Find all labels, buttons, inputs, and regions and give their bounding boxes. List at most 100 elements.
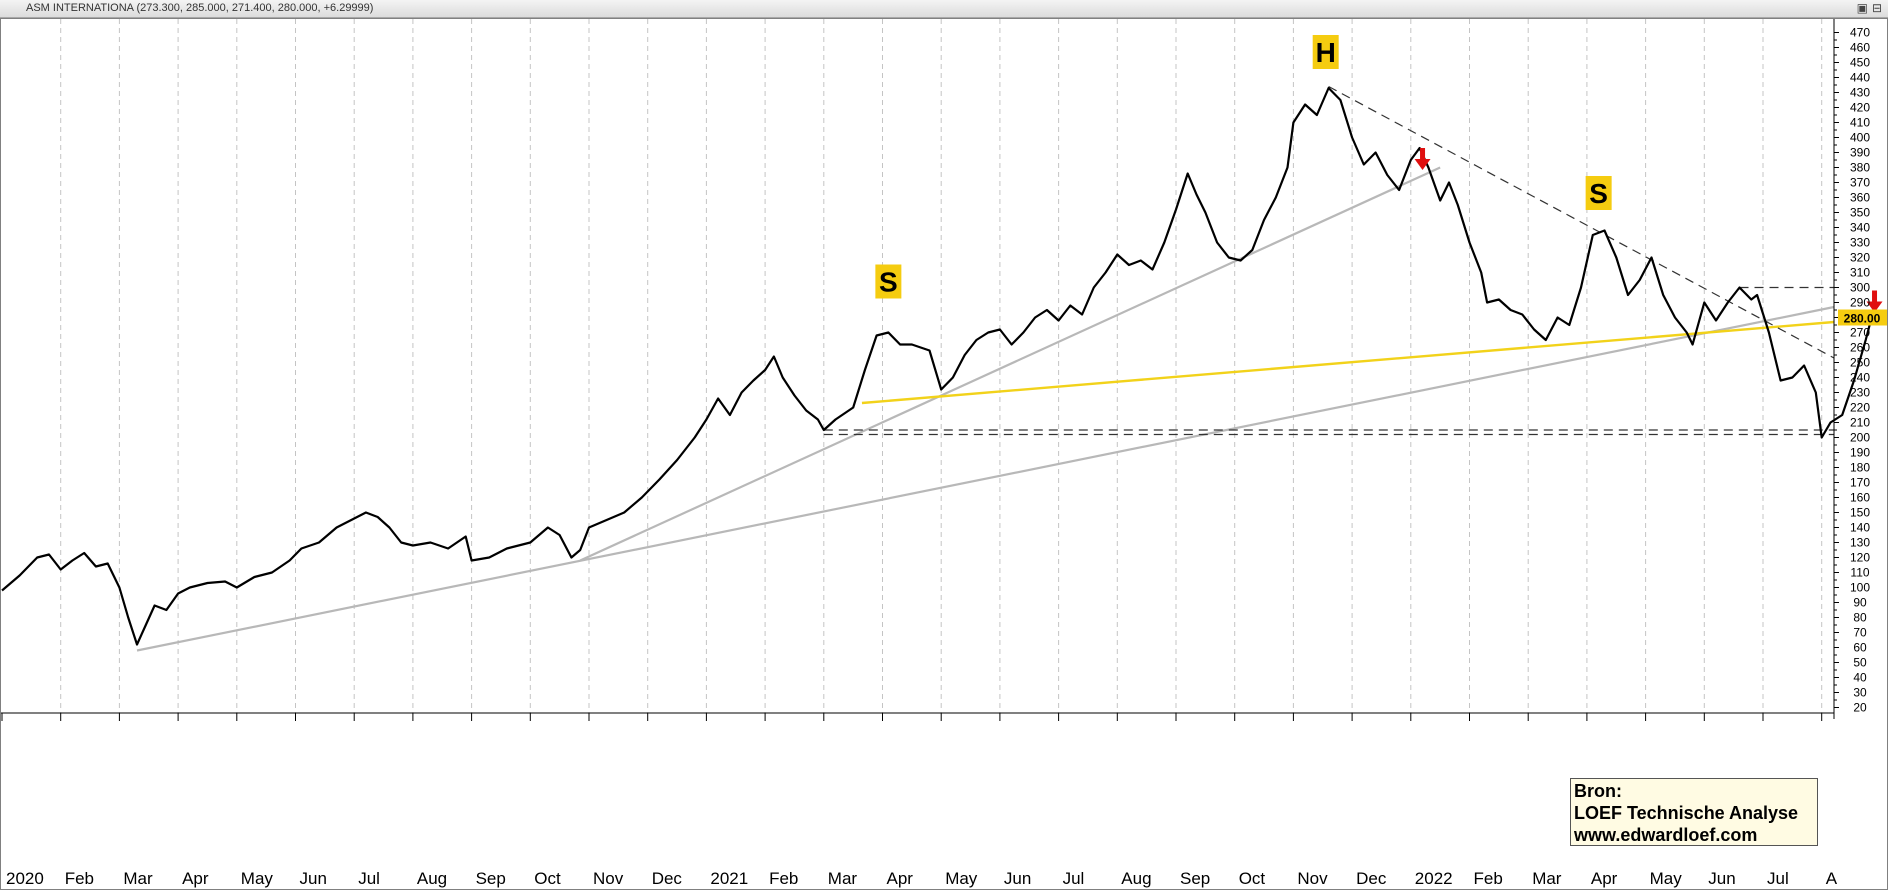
y-tick-label: 120	[1850, 551, 1870, 565]
y-tick-label: 50	[1853, 656, 1867, 670]
x-tick-label: Mar	[1532, 869, 1562, 888]
y-tick-label: 220	[1850, 401, 1870, 415]
y-tick-label: 350	[1850, 206, 1870, 220]
y-tick-label: 300	[1850, 281, 1870, 295]
y-tick-label: 250	[1850, 356, 1870, 370]
x-tick-label: 2021	[710, 869, 748, 888]
y-tick-label: 410	[1850, 116, 1870, 130]
x-tick-label: Aug	[1121, 869, 1151, 888]
chart-frame	[0, 18, 1888, 890]
y-tick-label: 40	[1853, 671, 1867, 685]
y-tick-label: 400	[1850, 131, 1870, 145]
y-tick-label: 20	[1853, 701, 1867, 715]
y-tick-label: 190	[1850, 446, 1870, 460]
x-tick-label: Jul	[1767, 869, 1789, 888]
y-tick-label: 440	[1850, 71, 1870, 85]
x-tick-label: A	[1826, 869, 1838, 888]
x-tick-label: Nov	[593, 869, 624, 888]
y-tick-label: 140	[1850, 521, 1870, 535]
sell-arrow-shaft	[1872, 290, 1878, 303]
restore-icon[interactable]: ▣	[1856, 1, 1868, 15]
y-tick-label: 340	[1850, 221, 1870, 235]
x-tick-label: Oct	[534, 869, 561, 888]
x-tick-label: Mar	[123, 869, 153, 888]
pattern-label-text: S	[879, 267, 898, 298]
x-tick-label: Aug	[417, 869, 447, 888]
neckline	[861, 320, 1835, 405]
y-tick-label: 110	[1850, 566, 1869, 580]
sell-arrow-head-icon	[1866, 301, 1883, 313]
x-tick-label: Jun	[1708, 869, 1735, 888]
x-tick-label: Jul	[358, 869, 380, 888]
x-tick-label: Apr	[182, 869, 209, 888]
y-tick-label: 90	[1853, 596, 1867, 610]
pattern-annotations: S H S	[875, 35, 1883, 313]
y-tick-label: 320	[1850, 251, 1870, 265]
pattern-label-bg	[1312, 35, 1339, 69]
y-tick-label: 150	[1850, 506, 1870, 520]
x-axis: 2020 Feb Mar Apr May Jun Jul Aug Sep Oct Nov Dec 202…	[0, 18, 1888, 890]
y-tick-label: 310	[1850, 266, 1870, 280]
y-tick-label: 450	[1850, 56, 1870, 70]
x-tick-label: Jun	[1004, 869, 1031, 888]
x-tick-label: May	[945, 869, 978, 888]
x-tick-label: Dec	[652, 869, 683, 888]
y-tick-label: 70	[1853, 626, 1867, 640]
x-tick-label: Nov	[1297, 869, 1328, 888]
title-readout: ASM INTERNATIONA (273.300, 285.000, 271.…	[26, 2, 373, 14]
x-tick-label: May	[241, 869, 274, 888]
source-label: Bron:	[1574, 781, 1622, 801]
source-url[interactable]: www.edwardloef.com	[1574, 825, 1758, 845]
x-tick-label: Feb	[769, 869, 798, 888]
x-tick-label: Dec	[1356, 869, 1387, 888]
long-term-support	[136, 305, 1835, 652]
y-tick-label: 430	[1850, 86, 1870, 100]
minimize-icon[interactable]: ⊟	[1871, 1, 1882, 15]
y-tick-label: 380	[1850, 161, 1870, 175]
ohlc-readout: (273.300, 285.000, 271.400, 280.000, +6.…	[136, 2, 374, 14]
y-tick-label: 210	[1850, 416, 1870, 430]
y-tick-label: 230	[1850, 386, 1870, 400]
y-tick-label: 30	[1853, 686, 1867, 700]
trendlines	[136, 85, 1835, 652]
y-tick-label: 160	[1850, 491, 1870, 505]
price-series-line	[1, 86, 1873, 646]
window-buttons: ▣ ⊟	[1853, 1, 1882, 15]
y-tick-label: 290	[1850, 296, 1870, 310]
sell-arrow-head-icon	[1414, 159, 1431, 170]
x-tick-label: Apr	[1591, 869, 1618, 888]
pattern-label-s: S	[875, 264, 902, 299]
x-tick-label: Sep	[476, 869, 506, 888]
pattern-label-bg	[875, 264, 902, 299]
source-name: LOEF Technische Analyse	[1574, 803, 1799, 823]
y-tick-label: 80	[1853, 611, 1867, 625]
y-tick-label: 180	[1850, 461, 1870, 475]
price-tag-bg	[1838, 309, 1887, 326]
vertical-gridlines	[60, 19, 1823, 713]
y-tick-label: 460	[1850, 41, 1870, 55]
y-tick-label: 270	[1850, 326, 1870, 340]
x-tick-label: Feb	[65, 869, 94, 888]
pattern-label-text: H	[1316, 37, 1336, 68]
symbol-name: ASM INTERNATIONA	[26, 2, 134, 14]
x-tick-label: May	[1650, 869, 1683, 888]
pattern-label-bg	[1585, 176, 1612, 210]
x-tick-label: Feb	[1474, 869, 1503, 888]
x-tick-label: 2022	[1415, 869, 1453, 888]
sell-arrow-2	[1866, 290, 1883, 313]
y-tick-label: 240	[1850, 371, 1870, 385]
y-axis: 2030405060708090100110120130140150160170…	[1833, 19, 1887, 719]
price-tag-label: 280.00	[1844, 312, 1881, 326]
y-tick-label: 360	[1850, 191, 1870, 205]
y-tick-label: 330	[1850, 236, 1870, 250]
y-tick-label: 100	[1850, 581, 1870, 595]
y-tick-label: 60	[1853, 641, 1867, 655]
sell-arrow-shaft	[1420, 148, 1426, 160]
x-tick-label: Jul	[1063, 869, 1085, 888]
source-box: Bron: LOEF Technische Analyse www.edward…	[1570, 778, 1818, 846]
y-tick-label: 420	[1850, 101, 1870, 115]
y-tick-label: 130	[1850, 536, 1870, 550]
x-tick-label: Oct	[1239, 869, 1266, 888]
pattern-label-s: S	[1585, 176, 1612, 210]
